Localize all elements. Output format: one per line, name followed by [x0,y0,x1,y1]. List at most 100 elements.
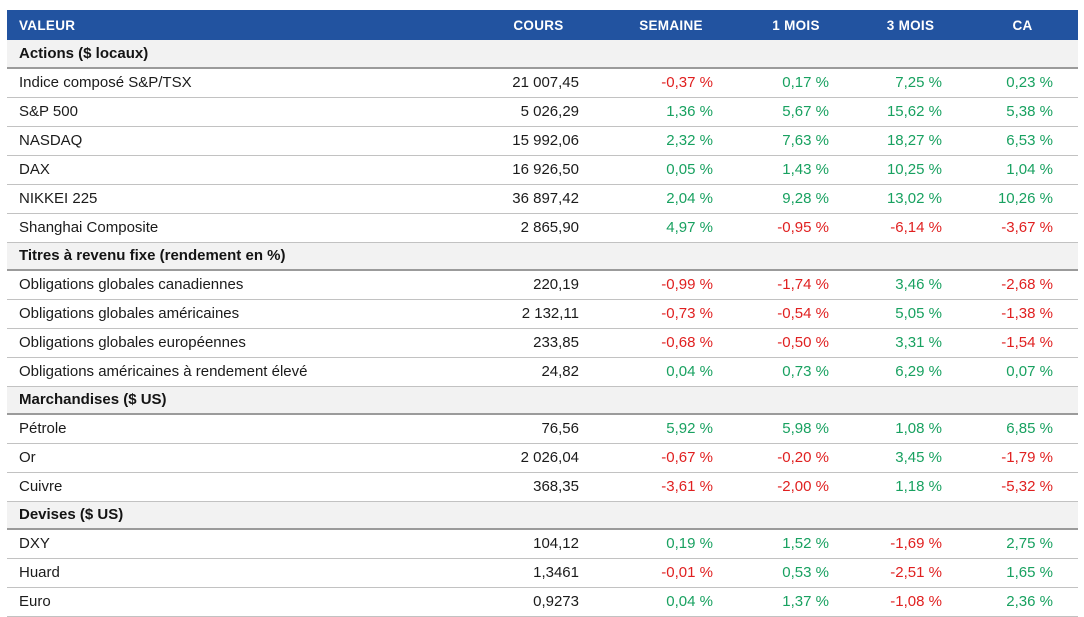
table-row: DXY 104,12 0,19 % 1,52 % -1,69 % 2,75 % [7,529,1078,559]
change-value: 15,62 % [854,97,967,127]
change-value: 2,04 % [604,184,738,214]
change-value: 0,19 % [604,529,738,559]
table-row: Shanghai Composite 2 865,90 4,97 % -0,95 % -… [7,213,1078,243]
asset-name: Obligations globales canadiennes [7,270,473,300]
change-value: 6,85 % [967,414,1078,444]
change-value: -1,79 % [967,443,1078,473]
table-row: Obligations américaines à rendement élev… [7,357,1078,387]
price-value: 1,3461 [473,558,604,588]
change-value: 5,05 % [854,299,967,329]
column-header-ca: CA [967,10,1078,40]
asset-name: DXY [7,529,473,559]
change-value: 0,23 % [967,68,1078,98]
column-header-1mois: 1 MOIS [738,10,854,40]
change-value: -0,73 % [604,299,738,329]
change-value: 7,25 % [854,68,967,98]
change-value: -3,67 % [967,213,1078,243]
change-value: 1,36 % [604,97,738,127]
price-value: 233,85 [473,328,604,358]
change-value: 10,26 % [967,184,1078,214]
change-value: -0,20 % [738,443,854,473]
change-value: -1,69 % [854,529,967,559]
table-row: DAX 16 926,50 0,05 % 1,43 % 10,25 % 1,04 % [7,155,1078,185]
change-value: 10,25 % [854,155,967,185]
price-value: 5 026,29 [473,97,604,127]
price-value: 24,82 [473,357,604,387]
change-value: 9,28 % [738,184,854,214]
change-value: -1,74 % [738,270,854,300]
change-value: -0,67 % [604,443,738,473]
column-header-cours: COURS [473,10,604,40]
section-title: Titres à revenu fixe (rendement en %) [7,242,1078,271]
table-row: Cuivre 368,35 -3,61 % -2,00 % 1,18 % -5,32 % [7,472,1078,502]
change-value: -2,00 % [738,472,854,502]
change-value: -0,95 % [738,213,854,243]
table-row: NIKKEI 225 36 897,42 2,04 % 9,28 % 13,02 % 10… [7,184,1078,214]
change-value: 3,46 % [854,270,967,300]
change-value: 0,73 % [738,357,854,387]
asset-name: NIKKEI 225 [7,184,473,214]
price-value: 2 026,04 [473,443,604,473]
table-row: Or 2 026,04 -0,67 % -0,20 % 3,45 % -1,79 % [7,443,1078,473]
data-table: VALEUR COURS SEMAINE 1 MOIS 3 MOIS CA Ac… [7,10,1078,617]
change-value: 3,45 % [854,443,967,473]
header-row: VALEUR COURS SEMAINE 1 MOIS 3 MOIS CA [7,10,1078,40]
table-row: Euro 0,9273 0,04 % 1,37 % -1,08 % 2,36 % [7,587,1078,617]
asset-name: Cuivre [7,472,473,502]
change-value: 0,05 % [604,155,738,185]
column-header-3mois: 3 MOIS [854,10,967,40]
asset-name: Huard [7,558,473,588]
change-value: -2,51 % [854,558,967,588]
asset-name: Euro [7,587,473,617]
change-value: 18,27 % [854,126,967,156]
change-value: 0,07 % [967,357,1078,387]
price-value: 21 007,45 [473,68,604,98]
change-value: -0,99 % [604,270,738,300]
change-value: 1,65 % [967,558,1078,588]
table-row: Obligations globales américaines 2 132,11… [7,299,1078,329]
asset-name: NASDAQ [7,126,473,156]
section-row: Devises ($ US) [7,501,1078,530]
change-value: 6,29 % [854,357,967,387]
change-value: 1,04 % [967,155,1078,185]
change-value: 0,53 % [738,558,854,588]
change-value: 2,36 % [967,587,1078,617]
section-title: Actions ($ locaux) [7,40,1078,69]
change-value: 1,43 % [738,155,854,185]
change-value: 1,37 % [738,587,854,617]
price-value: 368,35 [473,472,604,502]
price-value: 15 992,06 [473,126,604,156]
asset-name: Pétrole [7,414,473,444]
change-value: 13,02 % [854,184,967,214]
change-value: -5,32 % [967,472,1078,502]
change-value: 5,98 % [738,414,854,444]
change-value: 3,31 % [854,328,967,358]
change-value: -0,68 % [604,328,738,358]
market-performance-table: VALEUR COURS SEMAINE 1 MOIS 3 MOIS CA Ac… [7,10,1078,617]
table-row: NASDAQ 15 992,06 2,32 % 7,63 % 18,27 % 6,53 % [7,126,1078,156]
change-value: -0,54 % [738,299,854,329]
change-value: 1,08 % [854,414,967,444]
section-row: Marchandises ($ US) [7,386,1078,415]
change-value: 4,97 % [604,213,738,243]
table-row: Obligations globales européennes 233,85 -0… [7,328,1078,358]
change-value: 6,53 % [967,126,1078,156]
price-value: 2 132,11 [473,299,604,329]
asset-name: DAX [7,155,473,185]
change-value: 7,63 % [738,126,854,156]
change-value: -1,54 % [967,328,1078,358]
change-value: -1,38 % [967,299,1078,329]
change-value: -0,37 % [604,68,738,98]
table-row: Huard 1,3461 -0,01 % 0,53 % -2,51 % 1,65 % [7,558,1078,588]
change-value: 1,18 % [854,472,967,502]
change-value: 2,32 % [604,126,738,156]
section-row: Actions ($ locaux) [7,40,1078,69]
table-row: Indice composé S&P/TSX 21 007,45 -0,37 % 0,… [7,68,1078,98]
change-value: -2,68 % [967,270,1078,300]
asset-name: Obligations américaines à rendement élev… [7,357,473,387]
table-row: Pétrole 76,56 5,92 % 5,98 % 1,08 % 6,85 % [7,414,1078,444]
price-value: 76,56 [473,414,604,444]
price-value: 0,9273 [473,587,604,617]
price-value: 104,12 [473,529,604,559]
price-value: 36 897,42 [473,184,604,214]
